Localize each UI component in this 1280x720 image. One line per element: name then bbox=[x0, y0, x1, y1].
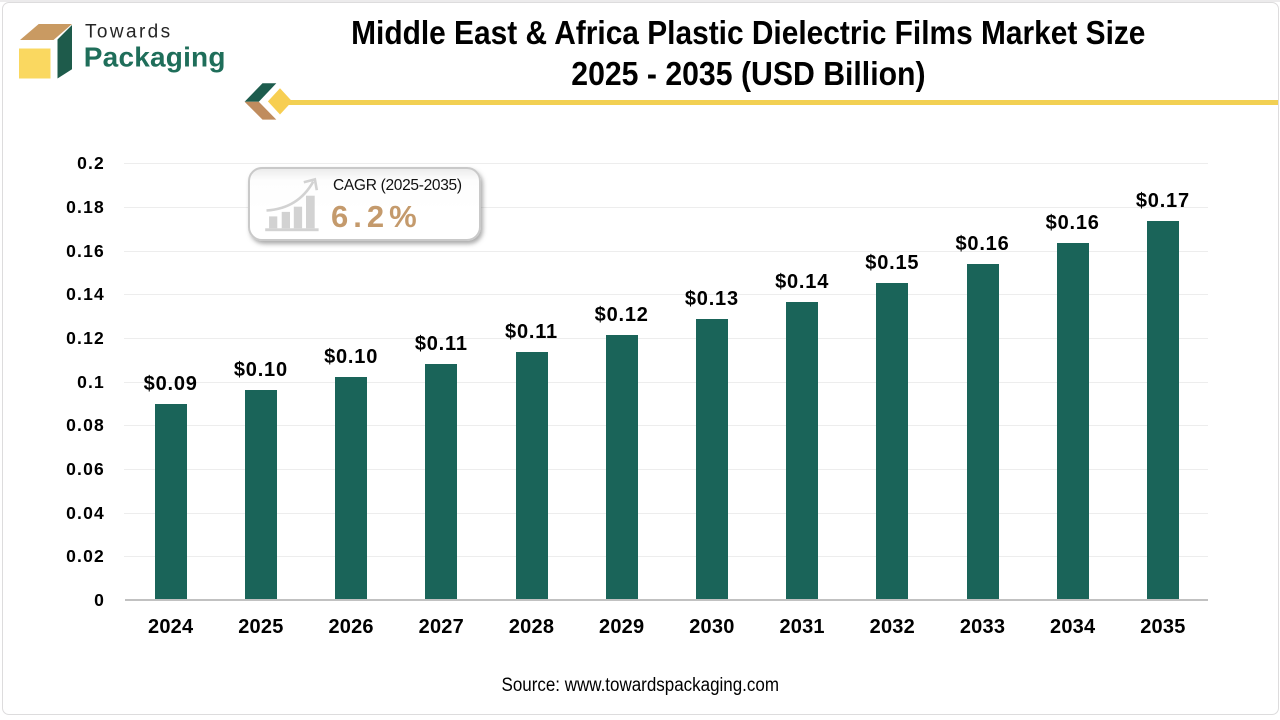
svg-text:Packaging: Packaging bbox=[84, 41, 226, 72]
svg-text:Towards: Towards bbox=[85, 22, 173, 43]
